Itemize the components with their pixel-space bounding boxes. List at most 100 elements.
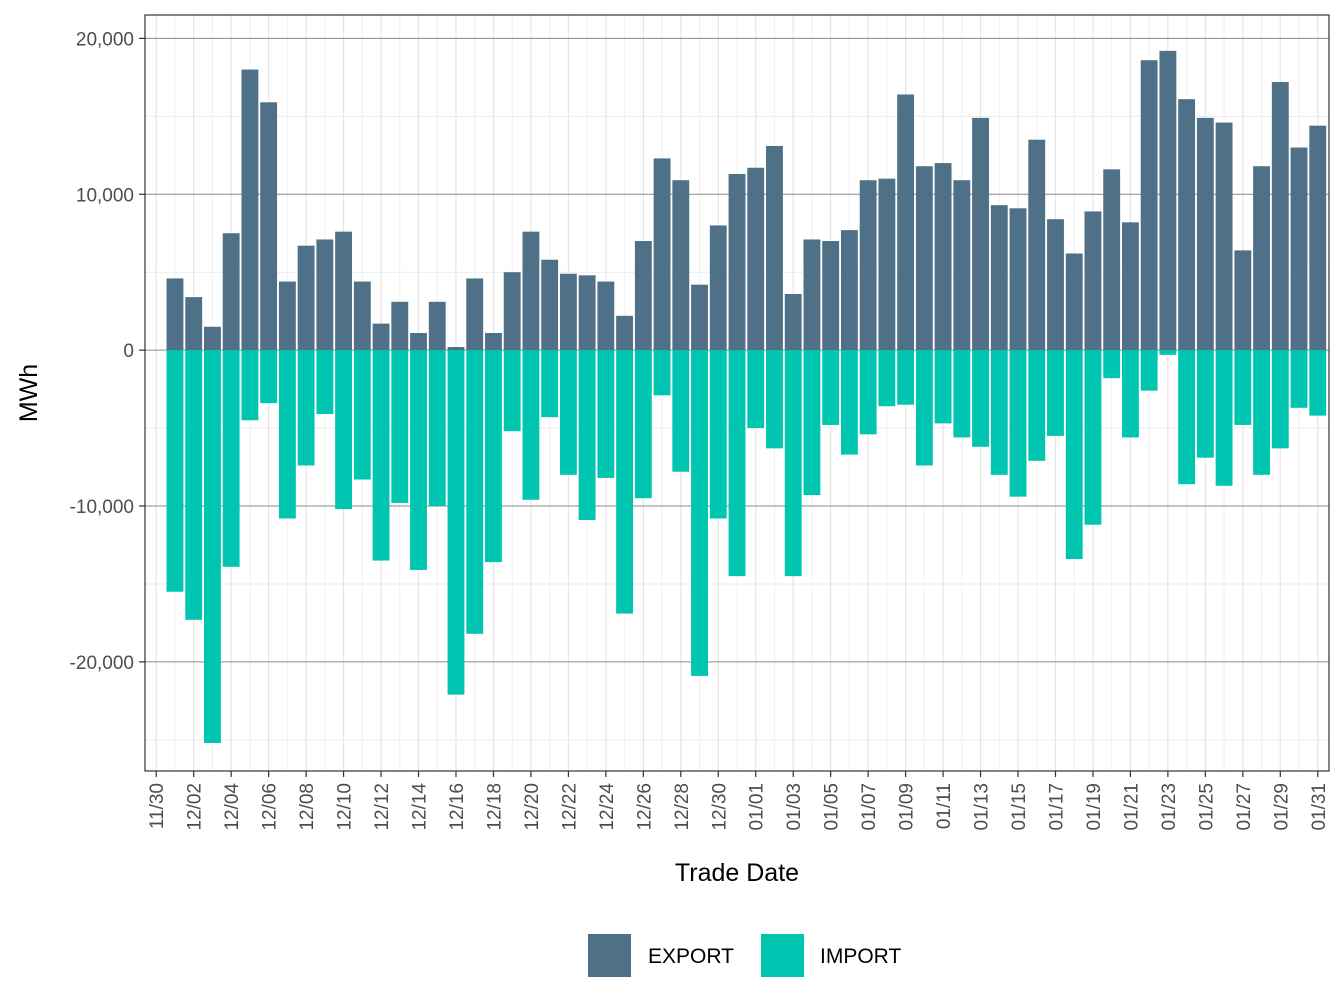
x-tick-label: 12/22 (559, 783, 580, 831)
bar-import-12-13 (391, 350, 409, 503)
bar-import-12-18 (485, 350, 502, 563)
bar-export-12-11 (353, 281, 371, 351)
x-tick-label: 01/03 (784, 783, 805, 831)
bar-import-01-21 (1121, 350, 1139, 438)
bar-export-12-23 (578, 275, 596, 351)
bar-import-01-17 (1047, 350, 1064, 436)
x-tick-label: 01/21 (1121, 783, 1142, 831)
bar-export-12-27 (653, 158, 671, 351)
bar-export-12-10 (335, 231, 353, 351)
bar-import-01-27 (1234, 350, 1252, 425)
bar-import-01-10 (915, 350, 933, 466)
plot-panel-border (144, 14, 1330, 772)
bar-import-12-05 (241, 350, 259, 421)
y-axis-title: MWh (15, 364, 43, 422)
bar-import-12-25 (616, 350, 634, 614)
bar-export-12-21 (541, 259, 559, 351)
x-axis: 11/30 12/02 12/04 12/06 12/08 12/10 12/12 12/14… (147, 771, 1330, 831)
bar-export-01-18 (1065, 253, 1083, 351)
bar-export-01-09 (897, 94, 915, 351)
bar-export-01-28 (1253, 166, 1270, 351)
bar-export-12-19 (503, 272, 521, 351)
bar-import-12-09 (316, 350, 334, 415)
bar-export-12-16 (447, 347, 465, 351)
bar-export-01-06 (840, 230, 858, 351)
y-tick-label: 20,000 (76, 29, 134, 50)
legend-label-export: EXPORT (648, 945, 734, 968)
bar-import-12-11 (353, 350, 371, 480)
bar-import-12-08 (297, 350, 315, 466)
bar-export-01-08 (878, 178, 896, 351)
bar-import-12-26 (634, 350, 652, 499)
x-tick-label: 11/30 (147, 783, 168, 829)
bar-import-01-07 (859, 350, 877, 435)
bar-export-01-16 (1028, 139, 1046, 351)
bar-export-12-26 (634, 241, 652, 351)
bar-export-12-28 (672, 180, 690, 351)
bar-import-01-22 (1140, 350, 1158, 391)
y-tick-label: 10,000 (76, 185, 134, 206)
x-tick-label: 12/20 (522, 783, 543, 831)
x-axis-title: Trade Date (675, 859, 799, 887)
bar-import-12-21 (541, 350, 559, 418)
x-tick-label: 01/05 (822, 783, 843, 831)
x-tick-label: 12/24 (597, 783, 618, 831)
bar-import-01-09 (897, 350, 915, 405)
bar-import-01-08 (878, 350, 896, 407)
x-tick-label: 01/19 (1084, 783, 1105, 831)
bar-import-01-06 (840, 350, 858, 455)
bar-import-01-04 (803, 350, 821, 496)
y-axis: 20,000 10,000 0 -10,000 -20,000 (70, 29, 145, 674)
bar-export-12-20 (522, 231, 540, 351)
bar-export-12-03 (204, 326, 221, 351)
x-tick-label: 12/12 (372, 783, 393, 831)
legend: EXPORT IMPORT (588, 934, 901, 977)
legend-swatch-import (761, 934, 804, 977)
bar-export-12-04 (222, 233, 240, 351)
bar-import-12-10 (335, 350, 353, 510)
x-tick-label: 01/23 (1159, 783, 1180, 831)
bar-export-01-19 (1084, 211, 1102, 351)
bar-import-12-30 (709, 350, 727, 519)
bar-import-01-01 (747, 350, 765, 429)
bar-export-01-12 (953, 180, 971, 351)
bar-import-12-19 (503, 350, 521, 432)
bar-import-01-15 (1009, 350, 1027, 497)
x-tick-label: 01/25 (1196, 783, 1217, 831)
bar-export-01-24 (1178, 99, 1196, 351)
bar-export-12-29 (691, 284, 708, 351)
bar-export-12-31 (728, 173, 746, 351)
bar-export-01-20 (1103, 169, 1121, 351)
bar-import-12-04 (222, 350, 240, 567)
bar-export-12-25 (616, 315, 634, 351)
bar-import-01-28 (1253, 350, 1270, 475)
bar-export-01-31 (1309, 125, 1327, 351)
x-tick-label: 12/10 (335, 783, 356, 831)
bar-export-12-24 (597, 281, 615, 351)
bar-export-01-11 (934, 163, 952, 351)
bar-import-12-29 (691, 350, 708, 676)
bar-import-12-02 (185, 350, 203, 620)
bar-import-01-05 (822, 350, 840, 425)
x-tick-label: 12/30 (709, 783, 730, 831)
bar-export-12-01 (166, 278, 184, 351)
bar-import-12-01 (166, 350, 184, 592)
bar-import-01-16 (1028, 350, 1046, 461)
bar-import-12-12 (372, 350, 390, 561)
x-tick-label: 12/28 (672, 783, 693, 831)
bars (166, 50, 1327, 743)
x-tick-label: 01/01 (747, 783, 768, 831)
x-tick-label: 12/06 (260, 783, 281, 831)
x-tick-label: 12/08 (297, 783, 318, 831)
bar-import-01-03 (784, 350, 802, 577)
bar-export-01-10 (915, 166, 933, 351)
y-tick-label: -10,000 (70, 497, 134, 518)
bar-export-12-15 (428, 301, 446, 351)
bar-export-12-13 (391, 301, 409, 351)
legend-swatch-export (588, 934, 631, 977)
bar-export-01-07 (859, 180, 877, 351)
bar-export-01-27 (1234, 250, 1252, 351)
bar-import-01-31 (1309, 350, 1327, 416)
bar-export-12-06 (260, 102, 278, 351)
